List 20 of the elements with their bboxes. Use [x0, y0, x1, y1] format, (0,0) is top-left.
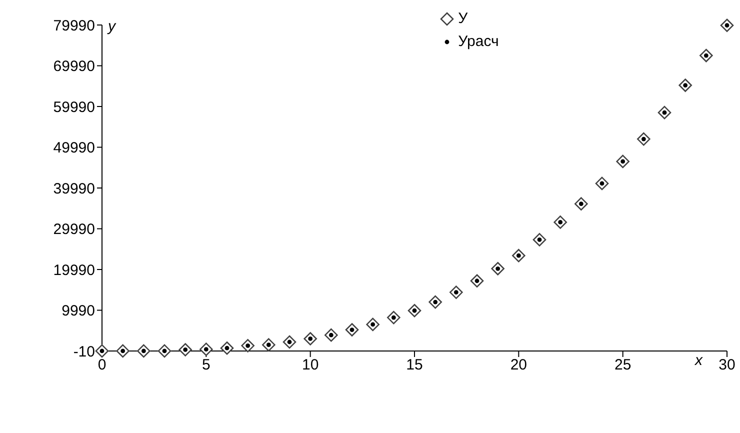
y-axis-title: y — [107, 18, 117, 35]
y-tick-label: 79990 — [53, 17, 95, 34]
y-tick-label: 49990 — [53, 140, 95, 157]
x-axis-title: x — [694, 352, 703, 369]
x-tick-label: 10 — [302, 356, 319, 374]
legend-label: Урасч — [458, 33, 499, 50]
x-tick-label: 15 — [406, 356, 423, 374]
y-tick-label: 59990 — [53, 98, 95, 116]
x-tick-label: 5 — [202, 356, 210, 374]
x-tick-label: 0 — [98, 356, 106, 374]
y-tick-label: 29990 — [53, 221, 95, 238]
y-tick-label: -10 — [73, 343, 95, 360]
y-tick-label: 9990 — [62, 302, 95, 320]
x-tick-label: 20 — [510, 356, 528, 374]
y-tick-label: 69990 — [53, 58, 95, 76]
x-tick-label: 25 — [614, 356, 632, 374]
y-tick-label: 19990 — [53, 262, 95, 279]
x-tick-label: 30 — [718, 356, 736, 374]
legend-label: У — [458, 10, 468, 27]
y-tick-label: 39990 — [53, 180, 95, 198]
